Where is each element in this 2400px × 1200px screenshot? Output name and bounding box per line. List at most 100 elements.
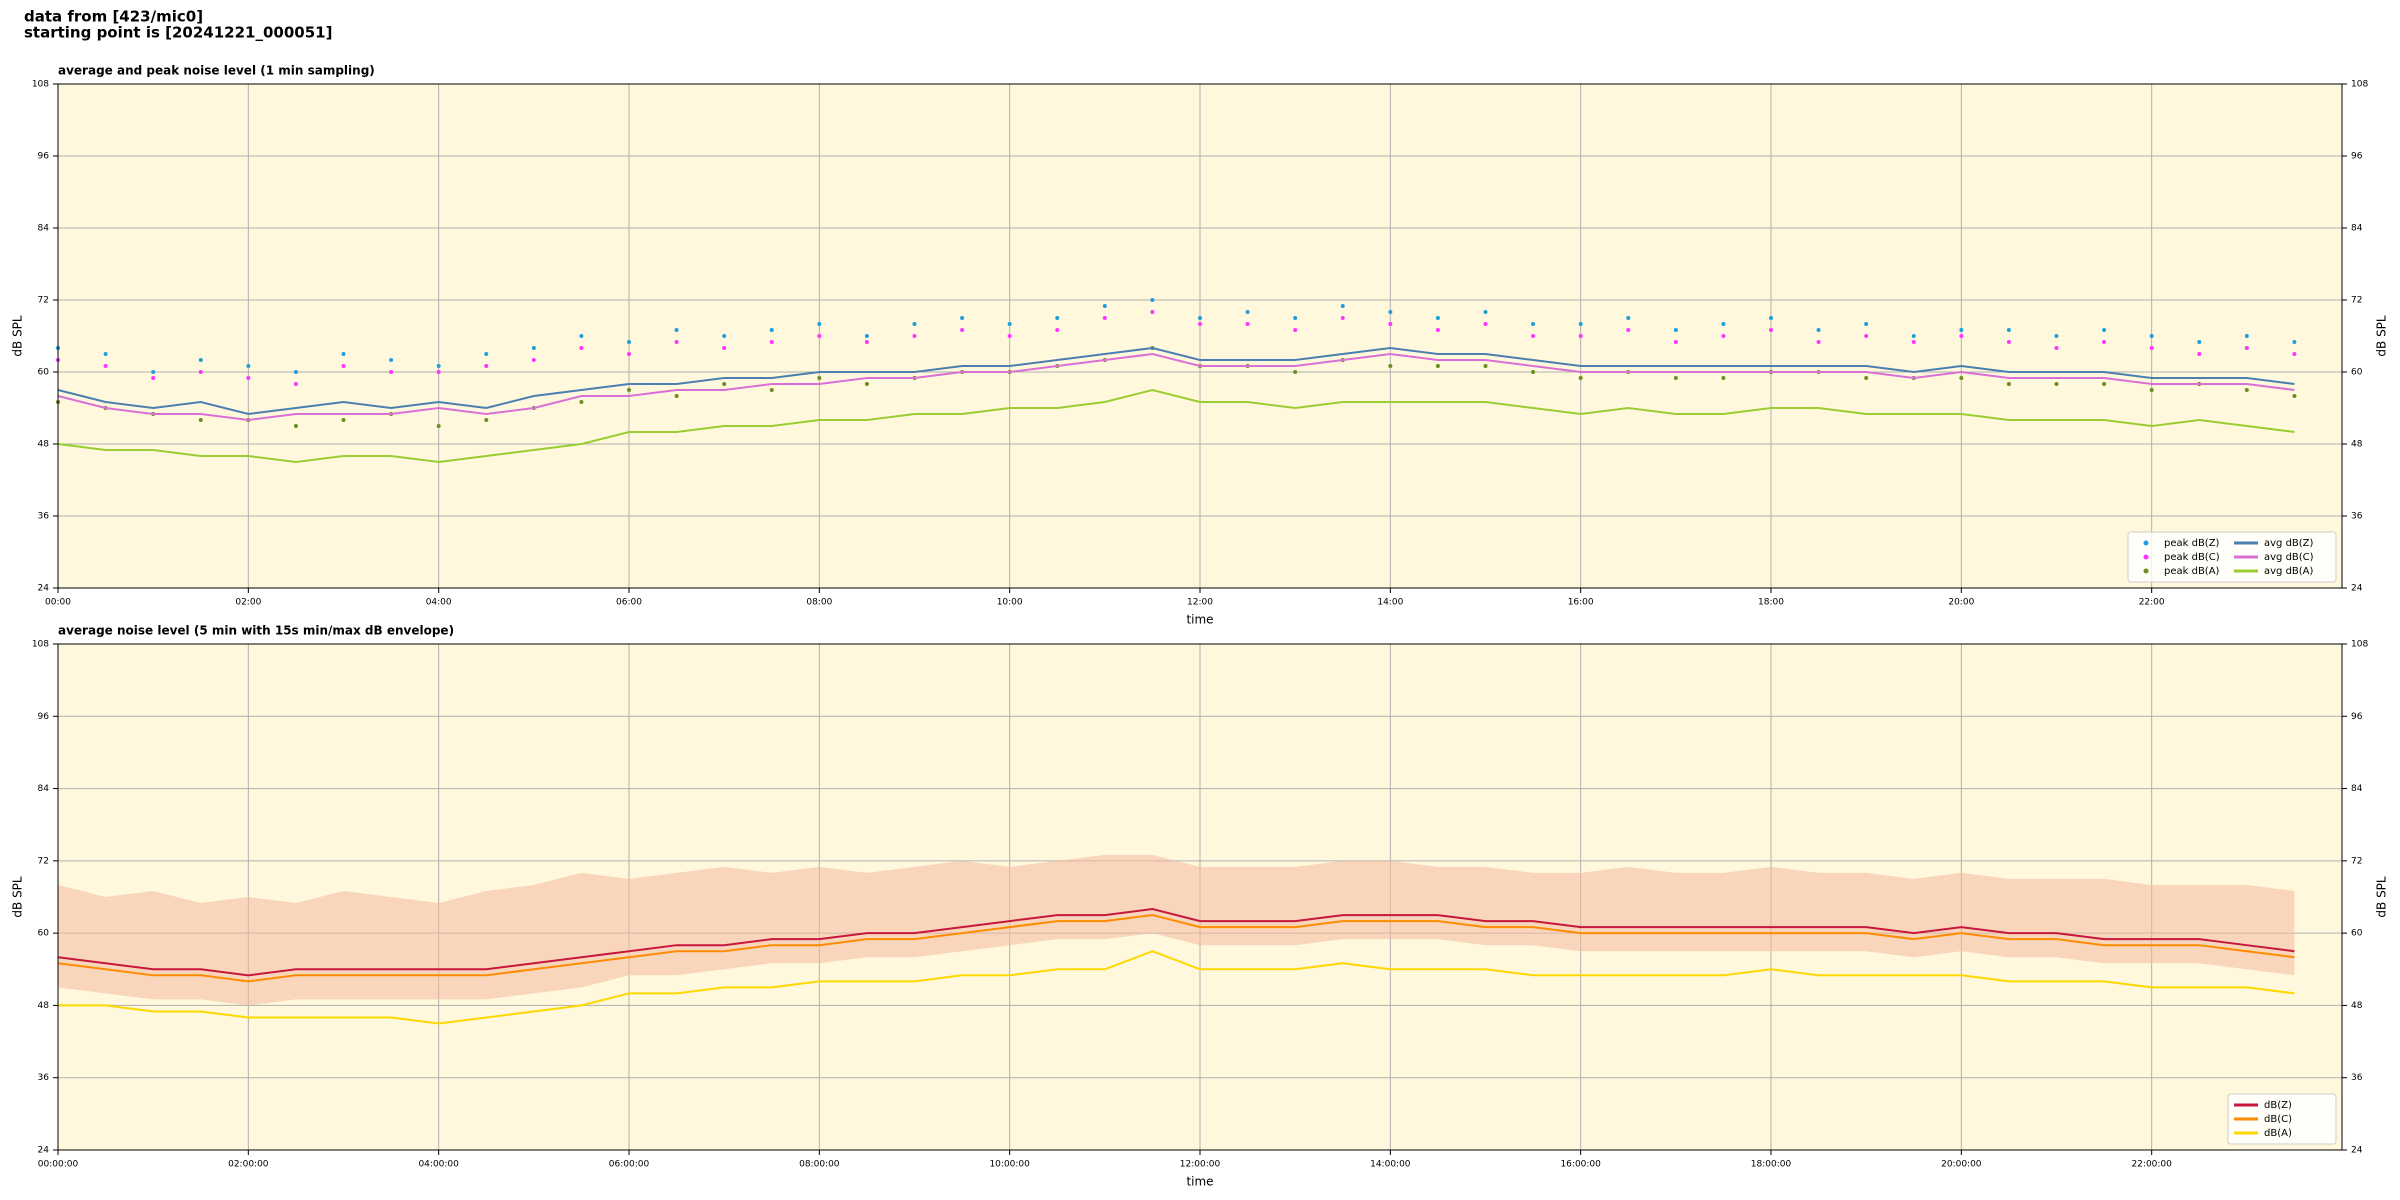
peak-point xyxy=(1435,316,1440,320)
peak-point xyxy=(2054,334,2059,338)
peak-point xyxy=(1864,376,1869,380)
y-tick-label: 36 xyxy=(2351,512,2363,522)
peak-point xyxy=(1673,376,1678,380)
x-tick-label: 02:00:00 xyxy=(228,1160,269,1170)
y-tick-label: 36 xyxy=(2351,1073,2363,1083)
peak-point xyxy=(2102,340,2107,344)
peak-point xyxy=(627,352,631,356)
peak-point xyxy=(1340,304,1345,308)
x-tick-label: 22:00:00 xyxy=(2131,1160,2172,1170)
header-line: starting point is [20241221_000051] xyxy=(24,24,332,42)
x-tick-label: 22:00 xyxy=(2139,598,2165,608)
peak-point xyxy=(1435,364,1440,368)
legend-label: dB(A) xyxy=(2264,1128,2292,1139)
peak-point xyxy=(1911,334,1916,338)
peak-point xyxy=(531,346,536,350)
peak-point xyxy=(1959,328,1964,332)
peak-point xyxy=(912,322,917,326)
y-tick-label: 24 xyxy=(38,1146,50,1156)
peak-point xyxy=(293,424,298,428)
y-axis-label: dB SPL xyxy=(2375,876,2389,918)
chart-title: average and peak noise level (1 min samp… xyxy=(58,64,375,78)
peak-point xyxy=(1102,304,1107,308)
x-tick-label: 06:00:00 xyxy=(609,1160,650,1170)
y-tick-label: 60 xyxy=(38,368,50,378)
y-tick-label: 96 xyxy=(38,712,50,722)
peak-point xyxy=(1721,322,1726,326)
header-line: data from [423/mic0] xyxy=(24,8,203,26)
peak-point xyxy=(1578,334,1583,338)
peak-point xyxy=(293,382,298,386)
y-tick-label: 84 xyxy=(2351,224,2363,234)
peak-point xyxy=(1340,316,1345,320)
peak-point xyxy=(1388,322,1393,326)
peak-point xyxy=(1816,340,1821,344)
peak-point xyxy=(1007,322,1012,326)
peak-point xyxy=(246,364,251,368)
peak-point xyxy=(674,340,679,344)
y-tick-label: 24 xyxy=(2351,1146,2363,1156)
legend-label: peak dB(Z) xyxy=(2164,538,2220,549)
peak-point xyxy=(1055,328,1060,332)
y-tick-label: 84 xyxy=(38,784,50,794)
x-tick-label: 14:00:00 xyxy=(1370,1160,1411,1170)
y-axis-label: dB SPL xyxy=(11,315,25,357)
peak-point xyxy=(531,358,536,362)
peak-point xyxy=(817,322,822,326)
x-tick-label: 18:00:00 xyxy=(1751,1160,1792,1170)
x-tick-label: 12:00 xyxy=(1187,598,1213,608)
peak-point xyxy=(2054,346,2059,350)
peak-point xyxy=(2292,394,2297,398)
peak-point xyxy=(579,334,584,338)
peak-point xyxy=(341,418,346,422)
plot-frame xyxy=(57,83,2343,589)
y-axis-label: dB SPL xyxy=(2375,315,2389,357)
peak-point xyxy=(2244,388,2249,392)
legend-label: dB(Z) xyxy=(2264,1100,2292,1111)
peak-point xyxy=(1864,334,1869,338)
y-tick-label: 48 xyxy=(38,440,50,450)
y-tick-label: 96 xyxy=(38,152,50,162)
peak-point xyxy=(1245,310,1250,314)
legend-label: peak dB(A) xyxy=(2164,566,2220,577)
x-axis-label: time xyxy=(1186,613,1213,627)
x-tick-label: 14:00 xyxy=(1377,598,1403,608)
peak-point xyxy=(341,364,346,368)
x-axis-label: time xyxy=(1186,1175,1213,1189)
x-tick-label: 18:00 xyxy=(1758,598,1784,608)
plot-frame xyxy=(57,643,2343,1151)
peak-point xyxy=(627,388,631,392)
peak-point xyxy=(1578,376,1583,380)
peak-point xyxy=(1769,328,1773,332)
y-tick-label: 24 xyxy=(38,584,50,594)
x-tick-label: 16:00 xyxy=(1568,598,1594,608)
peak-point xyxy=(436,424,441,428)
peak-point xyxy=(722,334,727,338)
peak-point xyxy=(722,346,727,350)
y-tick-label: 60 xyxy=(2351,368,2363,378)
y-tick-label: 84 xyxy=(38,224,50,234)
peak-point xyxy=(2292,340,2297,344)
x-tick-label: 16:00:00 xyxy=(1560,1160,1601,1170)
peak-point xyxy=(1959,334,1964,338)
peak-point xyxy=(1531,334,1536,338)
y-axis-label: dB SPL xyxy=(11,876,25,918)
x-tick-label: 08:00:00 xyxy=(799,1160,840,1170)
peak-point xyxy=(1102,316,1107,320)
peak-point xyxy=(151,376,156,380)
series-line xyxy=(57,346,2295,416)
peak-point xyxy=(817,334,822,338)
y-tick-label: 84 xyxy=(2351,784,2363,794)
peak-point xyxy=(960,316,965,320)
y-tick-label: 72 xyxy=(2351,296,2362,306)
legend-label: avg dB(Z) xyxy=(2264,538,2314,549)
peak-point xyxy=(2006,328,2011,332)
x-tick-label: 08:00 xyxy=(806,598,832,608)
peak-point xyxy=(817,376,822,380)
y-tick-label: 72 xyxy=(38,296,49,306)
peak-point xyxy=(674,394,679,398)
peak-point xyxy=(1673,340,1678,344)
peak-point xyxy=(579,346,584,350)
peak-point xyxy=(484,364,489,368)
